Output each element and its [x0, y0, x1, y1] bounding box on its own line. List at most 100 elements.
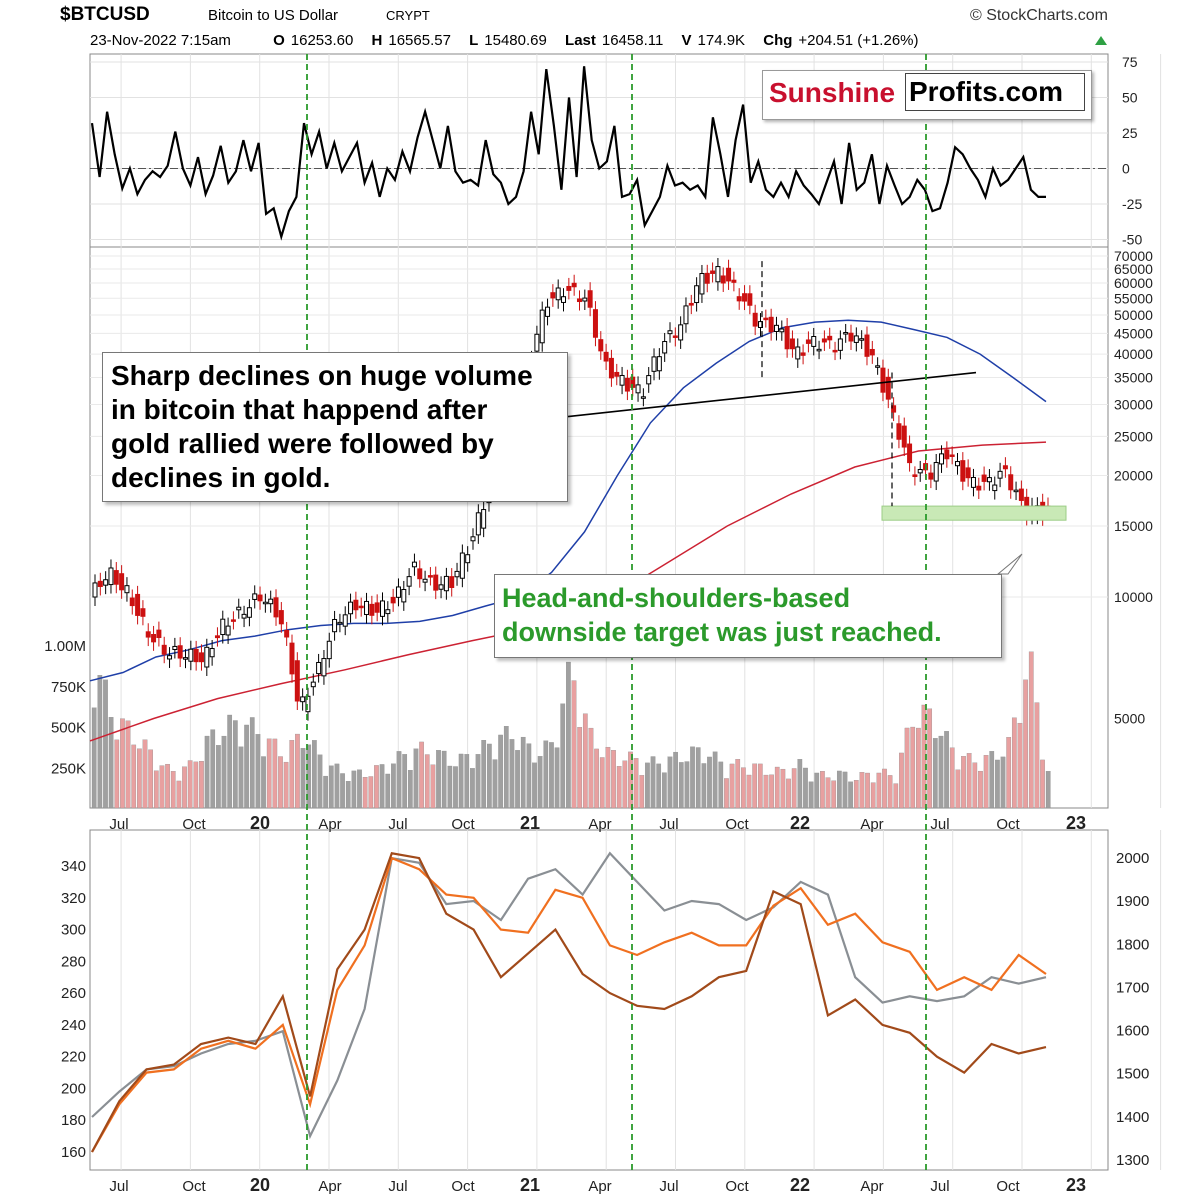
- volume-bar: [887, 775, 893, 809]
- x-tick-label: Oct: [182, 1178, 206, 1195]
- candle-body: [742, 293, 748, 302]
- left-tick-label: 180: [61, 1112, 86, 1129]
- candle-body: [214, 635, 220, 639]
- volume-bar: [1006, 737, 1012, 809]
- volume-bar: [114, 739, 120, 809]
- volume-bar: [312, 740, 317, 809]
- volume-bar: [492, 759, 498, 809]
- volume-bar: [402, 754, 408, 809]
- candle-body: [944, 449, 950, 460]
- panel-frame: [89, 246, 1109, 809]
- volume-bar: [165, 763, 170, 809]
- volume-bar: [690, 746, 695, 809]
- candle-body: [337, 621, 343, 625]
- volume-bar: [289, 740, 295, 809]
- volume-bar: [571, 680, 577, 809]
- candle-body: [651, 356, 657, 372]
- candle-body: [358, 605, 364, 609]
- exchange-label: CRYPT: [386, 8, 430, 23]
- volume-bar: [295, 733, 300, 809]
- x-tick-label: Apr: [860, 1178, 883, 1195]
- price-tick-label: 20000: [1114, 468, 1153, 484]
- quote-line: 23-Nov-2022 7:15am O 16253.60 H 16565.57 L…: [88, 32, 919, 49]
- x-tick-label: Oct: [182, 816, 206, 833]
- volume-bar: [1023, 679, 1028, 809]
- candle-body: [225, 625, 231, 636]
- volume-bar: [1011, 717, 1017, 809]
- volume-bar: [678, 762, 684, 809]
- volume-bar: [899, 752, 904, 809]
- candle-body: [465, 554, 471, 564]
- volume-bar: [831, 780, 837, 809]
- right-tick-label: 1500: [1116, 1066, 1149, 1083]
- candle-body: [92, 582, 98, 598]
- candle-body: [124, 585, 130, 594]
- candle-body: [475, 512, 481, 536]
- candle-body: [970, 476, 976, 488]
- osc-tick-label: 25: [1122, 125, 1138, 141]
- candle-body: [662, 341, 668, 354]
- volume-bar: [707, 756, 712, 809]
- quote-date: 23-Nov-2022 7:15am: [90, 32, 231, 49]
- price-tick-label: 50000: [1114, 307, 1153, 323]
- candle-body: [177, 645, 183, 659]
- candle-body: [172, 645, 178, 650]
- volume-bar: [255, 734, 261, 809]
- volume-bar: [232, 720, 238, 809]
- candle-body: [348, 601, 354, 615]
- x-tick-label: Jul: [659, 816, 678, 833]
- candle-body: [342, 614, 348, 627]
- volume-bar: [549, 742, 554, 809]
- volume-bar: [216, 745, 221, 809]
- volume-bar: [808, 781, 814, 809]
- volume-tick-label: 250K: [51, 760, 86, 777]
- x-tick-label: 23: [1066, 813, 1086, 833]
- x-tick-label: Apr: [588, 1178, 611, 1195]
- ma-blue-line: [89, 319, 1047, 682]
- volume-bar: [137, 748, 142, 809]
- volume-bar: [1040, 759, 1045, 809]
- right-tick-label: 1300: [1116, 1152, 1149, 1169]
- candle-body: [151, 634, 157, 643]
- series-line-orange: [91, 856, 1047, 1153]
- left-tick-label: 260: [61, 985, 86, 1002]
- candle-body: [369, 603, 375, 616]
- x-tick-label: Jul: [109, 1178, 128, 1195]
- candle-body: [736, 296, 742, 302]
- candle-body: [710, 270, 716, 274]
- candle-body: [773, 324, 779, 332]
- left-tick-label: 240: [61, 1017, 86, 1034]
- candle-body: [672, 335, 678, 338]
- volume-bar: [447, 765, 453, 809]
- volume-bar: [187, 760, 193, 809]
- candle-body: [795, 346, 801, 360]
- candle-body: [294, 660, 300, 702]
- candle-body: [747, 293, 753, 306]
- candle-body: [704, 272, 710, 284]
- volume-bar: [481, 740, 487, 809]
- volume-bar: [814, 772, 820, 809]
- candle-body: [715, 266, 721, 283]
- x-tick-label: 22: [790, 813, 810, 833]
- price-tick-label: 35000: [1114, 369, 1153, 385]
- volume-bar: [684, 761, 690, 809]
- volume-bar: [407, 770, 413, 809]
- volume-bar: [108, 717, 114, 809]
- candle-body: [986, 477, 992, 483]
- candle-body: [539, 309, 545, 344]
- candle-body: [965, 467, 971, 479]
- candle-body: [273, 597, 279, 618]
- change-up-arrow-icon: [1095, 36, 1107, 45]
- candle-body: [108, 567, 114, 586]
- left-tick-label: 320: [61, 890, 86, 907]
- volume-bar: [532, 762, 537, 809]
- volume-bar: [594, 748, 599, 809]
- volume-bar: [695, 747, 701, 809]
- x-tick-label: Oct: [996, 816, 1020, 833]
- annotation-line: Head-and-shoulders-based: [502, 583, 851, 613]
- volume-bar: [526, 743, 532, 809]
- x-tick-label: 20: [250, 1175, 270, 1195]
- volume-bar: [577, 727, 583, 809]
- volume-bar: [453, 766, 458, 809]
- volume-bar: [515, 750, 520, 809]
